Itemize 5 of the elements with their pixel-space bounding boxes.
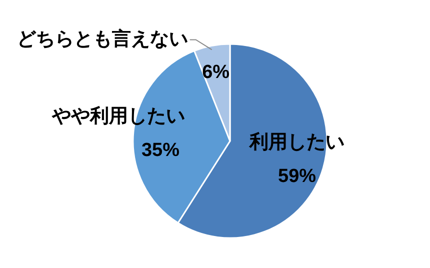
slice-label: どちらとも言えない: [16, 28, 188, 50]
data-label: 35%: [141, 140, 180, 161]
data-label: 6%: [202, 62, 230, 84]
data-label: 59%: [278, 166, 316, 187]
slice-label: 利用したい: [248, 130, 345, 153]
